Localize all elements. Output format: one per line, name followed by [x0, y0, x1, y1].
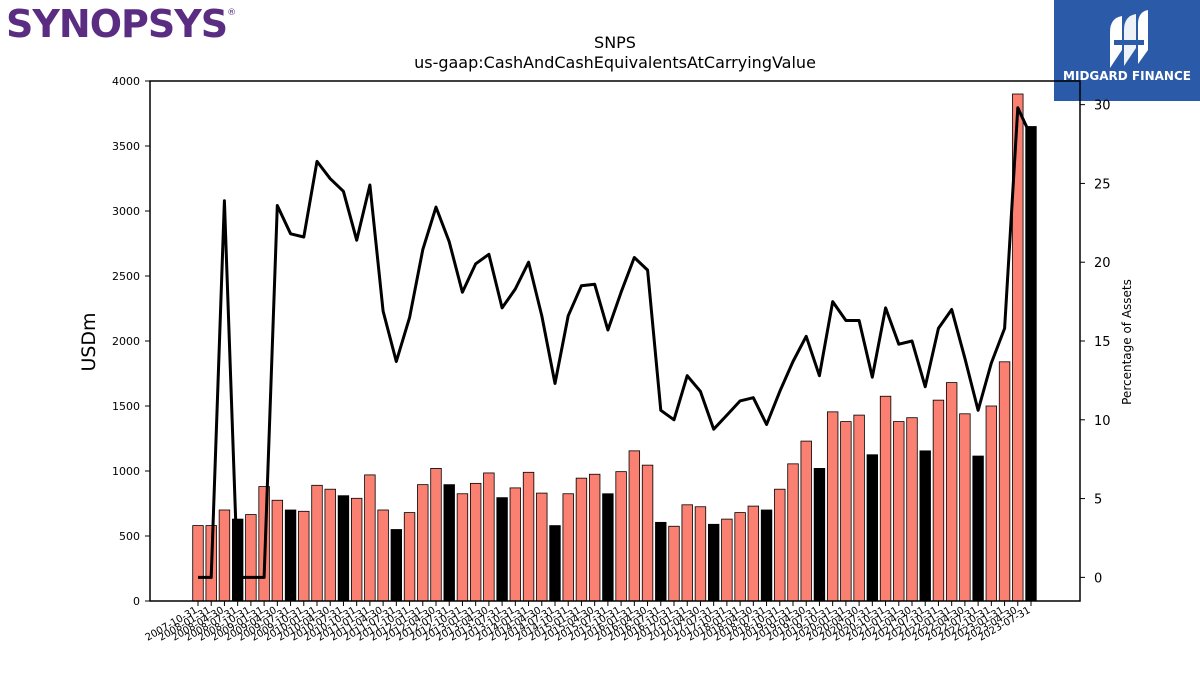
y2-tick-label: 30	[1094, 99, 1111, 114]
bar	[655, 521, 667, 602]
bar	[694, 506, 707, 602]
y-tick-label: 2500	[112, 270, 140, 283]
y-tick-label: 3500	[112, 140, 140, 153]
bar	[668, 525, 680, 602]
bar	[800, 440, 812, 602]
bar	[840, 421, 852, 602]
midgard-brand-text: MIDGARD FINANCE	[1063, 69, 1191, 83]
synopsys-logo: SYNOPSYS®	[6, 2, 236, 46]
y2-tick-label: 0	[1094, 571, 1102, 586]
bar	[350, 497, 363, 602]
midgard-finance-logo: MIDGARD FINANCE	[1054, 0, 1200, 101]
bar	[1025, 126, 1037, 602]
bar	[681, 504, 693, 602]
bar	[602, 493, 614, 602]
bar	[549, 525, 561, 602]
bar	[959, 413, 971, 602]
y2-tick-label: 20	[1094, 256, 1111, 271]
bar	[536, 492, 548, 602]
registered-mark: ®	[227, 8, 236, 18]
bar	[813, 467, 826, 602]
bar	[509, 487, 522, 602]
bar	[218, 509, 231, 602]
bar	[945, 382, 958, 602]
bar	[562, 493, 574, 602]
y-tick-label: 0	[133, 595, 140, 608]
bar	[721, 518, 733, 602]
y-tick-label: 500	[119, 530, 140, 543]
bar	[641, 464, 654, 602]
bar	[456, 493, 469, 602]
bar	[734, 512, 746, 602]
bar	[483, 472, 495, 602]
bar	[747, 505, 760, 602]
bar	[998, 361, 1011, 602]
bar	[879, 395, 892, 602]
synopsys-logo-text: SYNOPSYS	[6, 2, 228, 46]
bar	[985, 405, 998, 602]
bar	[324, 488, 336, 602]
bar	[774, 488, 786, 602]
y-tick-label: 2000	[112, 335, 140, 348]
bar	[496, 497, 508, 602]
bar	[588, 473, 601, 602]
chart-subtitle: us-gaap:CashAndCashEquivalentsAtCarrying…	[414, 53, 816, 72]
bar	[522, 471, 535, 602]
bar	[192, 525, 204, 602]
bar	[866, 454, 879, 602]
line-layer	[197, 106, 1033, 579]
bar	[271, 499, 284, 602]
y-tick-label: 1500	[112, 400, 140, 413]
bar	[469, 482, 482, 602]
axes-layer: 0 500 1000 1500 2000 2500 3000 3500 4000 0 5 10 15 20…	[112, 75, 1111, 644]
bar	[628, 450, 641, 602]
bar	[760, 509, 773, 602]
bar	[906, 417, 918, 602]
bar	[932, 399, 945, 602]
bar	[972, 455, 984, 602]
y2-tick-label: 10	[1094, 414, 1111, 429]
bars-layer	[192, 93, 1037, 602]
y2-tick-label: 25	[1094, 177, 1111, 192]
bar	[284, 509, 297, 602]
bar	[430, 467, 442, 602]
bar	[615, 471, 627, 602]
bar	[443, 484, 455, 602]
bar	[377, 509, 389, 602]
bar	[853, 414, 865, 602]
y2-axis-label: Percentage of Assets	[1120, 279, 1134, 405]
bar	[390, 529, 403, 602]
bar	[417, 484, 429, 602]
bar	[298, 510, 310, 602]
percentage-line	[198, 106, 1033, 579]
bar	[364, 474, 376, 602]
bar	[826, 411, 839, 602]
midgard-mark-icon	[1110, 10, 1148, 68]
bar	[919, 450, 931, 602]
y-tick-label: 4000	[112, 75, 140, 88]
y-axis-label: USDm	[78, 312, 100, 371]
bar	[575, 477, 588, 602]
y-tick-label: 1000	[112, 465, 140, 478]
bar	[311, 484, 323, 602]
y2-tick-label: 15	[1094, 335, 1111, 350]
bar	[893, 421, 905, 602]
bar	[337, 495, 350, 602]
y-tick-label: 3000	[112, 205, 140, 218]
bar	[245, 514, 257, 602]
chart-title: SNPS	[594, 33, 636, 52]
bar	[403, 512, 416, 602]
y2-tick-label: 5	[1094, 493, 1102, 508]
bar	[707, 523, 720, 602]
bar	[787, 463, 799, 602]
